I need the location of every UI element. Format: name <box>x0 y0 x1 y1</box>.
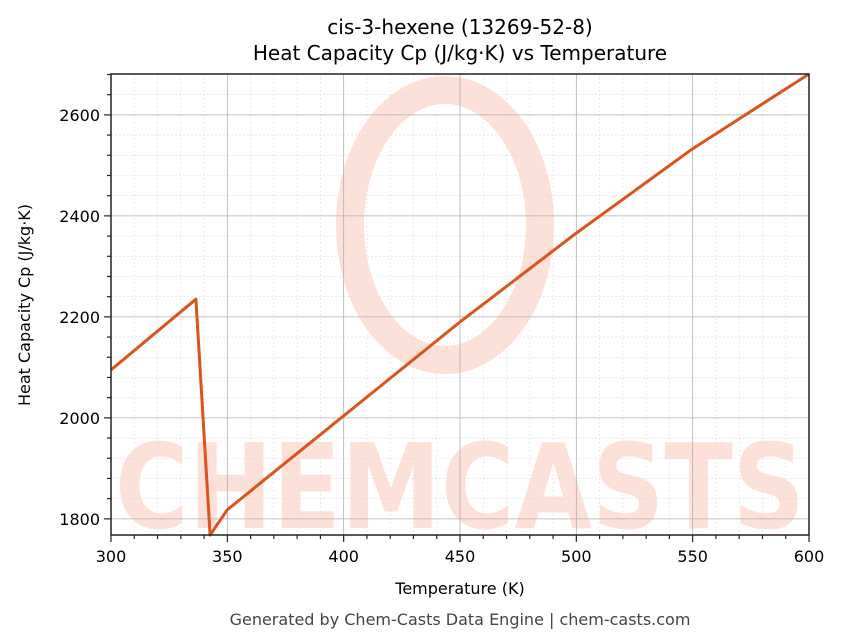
x-axis-label: Temperature (K) <box>394 579 524 598</box>
y-tick-label: 2000 <box>59 409 100 428</box>
y-axis: 1800 2000 2200 2400 2600 <box>59 73 111 529</box>
x-tick-label: 500 <box>561 547 592 566</box>
footer-credit: Generated by Chem-Casts Data Engine | ch… <box>230 610 691 629</box>
x-tick-label: 450 <box>445 547 476 566</box>
cp-line <box>110 72 810 537</box>
y-tick-label: 1800 <box>59 510 100 529</box>
x-tick-label: 600 <box>794 547 825 566</box>
x-tick-label: 300 <box>96 547 127 566</box>
x-tick-label: 400 <box>328 547 359 566</box>
y-tick-label: 2400 <box>59 207 100 226</box>
x-tick-label: 550 <box>677 547 708 566</box>
chart-title-line2: Heat Capacity Cp (J/kg·K) vs Temperature <box>253 41 667 65</box>
y-axis-label: Heat Capacity Cp (J/kg·K) <box>15 204 34 406</box>
x-axis: 300 350 400 450 500 550 600 <box>96 535 825 566</box>
y-tick-label: 2200 <box>59 308 100 327</box>
chart-title-line1: cis-3-hexene (13269-52-8) <box>327 15 592 39</box>
x-tick-label: 350 <box>212 547 243 566</box>
y-tick-label: 2600 <box>59 106 100 125</box>
